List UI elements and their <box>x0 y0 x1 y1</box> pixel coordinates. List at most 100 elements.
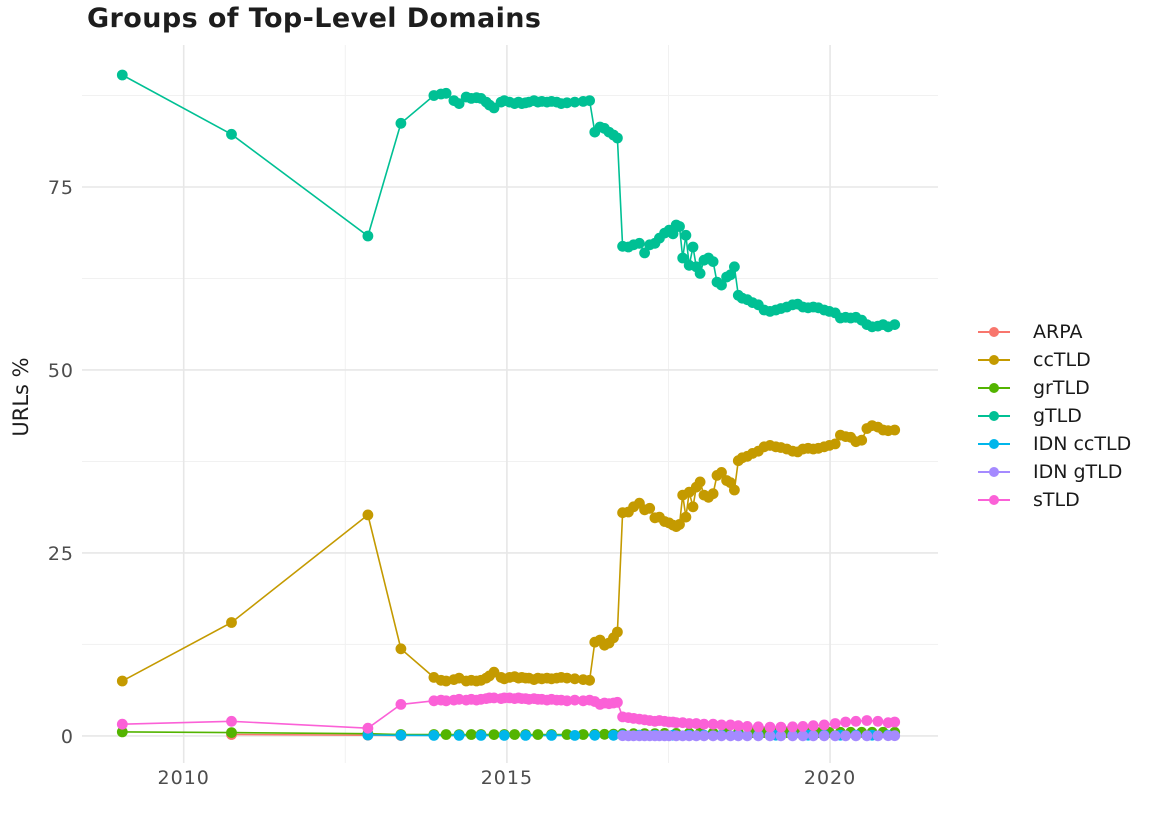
legend-label: IDN gTLD <box>1033 461 1123 483</box>
data-point <box>561 97 573 109</box>
data-point <box>698 718 710 730</box>
data-point <box>465 729 477 740</box>
y-axis-title: URLs % <box>9 357 33 436</box>
data-point <box>707 488 719 500</box>
data-point <box>453 730 465 741</box>
legend-item-stld: sTLD <box>977 489 1131 511</box>
x-tick-label: 2015 <box>481 767 533 789</box>
series-points <box>116 69 901 742</box>
data-point <box>889 716 901 728</box>
series-points-idn-gtld <box>617 730 901 742</box>
data-point <box>787 721 798 733</box>
data-point <box>546 730 557 741</box>
data-point <box>634 237 645 249</box>
series-points-stld <box>116 692 901 734</box>
legend-label: IDN ccTLD <box>1033 433 1132 455</box>
data-point <box>889 730 901 742</box>
data-point <box>775 721 787 733</box>
data-point <box>694 268 706 279</box>
data-point <box>395 699 407 710</box>
data-point <box>818 719 830 731</box>
legend-key-icon <box>978 327 1010 337</box>
data-point <box>829 730 841 742</box>
data-point <box>861 730 873 742</box>
data-point <box>428 730 440 741</box>
data-point <box>764 721 776 733</box>
data-point <box>395 729 407 741</box>
legend-key-icon <box>978 355 1010 365</box>
data-point <box>561 695 573 707</box>
data-point <box>116 718 128 730</box>
data-point <box>226 617 237 628</box>
data-point <box>707 718 719 730</box>
data-point <box>687 241 699 253</box>
data-point <box>440 87 452 99</box>
data-point <box>856 434 868 446</box>
data-point <box>716 730 727 742</box>
legend-item-cctld: ccTLD <box>977 349 1131 371</box>
data-point <box>752 721 764 733</box>
data-point <box>395 643 407 655</box>
y-tick-label: 50 <box>48 360 74 382</box>
data-point <box>612 132 623 144</box>
data-point <box>818 730 830 742</box>
data-point <box>226 715 237 727</box>
data-point <box>680 511 692 523</box>
data-point <box>362 509 374 521</box>
data-point <box>677 252 689 264</box>
data-point <box>569 673 581 685</box>
legend-item-arpa: ARPA <box>977 321 1131 343</box>
x-tick-label: 2010 <box>158 767 210 789</box>
x-tick-label: 2020 <box>804 767 856 789</box>
legend-label: sTLD <box>1033 489 1080 511</box>
data-point <box>226 727 237 738</box>
legend-key-icon <box>978 411 1010 421</box>
data-point <box>707 730 719 742</box>
data-point <box>741 721 753 732</box>
data-point <box>850 715 862 727</box>
data-point <box>362 722 374 734</box>
series-points-cctld <box>116 420 901 687</box>
legend-item-gtld: gTLD <box>977 405 1131 427</box>
data-point <box>732 720 744 732</box>
data-point <box>690 730 702 742</box>
legend-item-grtld: grTLD <box>977 377 1131 399</box>
data-point <box>872 715 884 727</box>
data-point <box>644 502 656 514</box>
data-point <box>840 716 851 728</box>
data-point <box>569 730 581 741</box>
data-point <box>577 729 589 740</box>
axis-tick-labels: 0 25 50 75 2010 2015 2020 <box>48 177 856 789</box>
legend-label: ARPA <box>1033 321 1083 343</box>
data-point <box>861 715 873 726</box>
series-points-gtld <box>116 69 901 333</box>
data-point <box>561 729 573 740</box>
data-point <box>807 720 819 732</box>
data-point <box>498 730 510 741</box>
data-point <box>584 674 595 686</box>
data-point <box>775 730 787 742</box>
data-point <box>707 256 719 267</box>
data-point <box>509 729 520 740</box>
legend-key-icon <box>978 495 1010 505</box>
legend-key-icon <box>978 467 1010 477</box>
data-point <box>532 729 544 740</box>
data-point <box>639 247 650 259</box>
gridlines <box>82 45 938 763</box>
data-point <box>674 221 685 232</box>
data-point <box>612 696 623 708</box>
legend-item-idn-gtld: IDN gTLD <box>977 461 1131 483</box>
data-point <box>674 519 685 530</box>
data-point <box>599 728 610 740</box>
data-point <box>729 261 740 273</box>
legend-item-idn-cctld: IDN ccTLD <box>977 433 1132 455</box>
legend-label: gTLD <box>1033 405 1082 427</box>
data-point <box>797 721 809 732</box>
legend-label: grTLD <box>1033 377 1090 399</box>
data-point <box>694 476 706 488</box>
chart-title: Groups of Top-Level Domains <box>87 3 542 34</box>
y-tick-label: 25 <box>48 543 74 565</box>
data-point <box>488 729 500 740</box>
data-point <box>698 730 710 742</box>
